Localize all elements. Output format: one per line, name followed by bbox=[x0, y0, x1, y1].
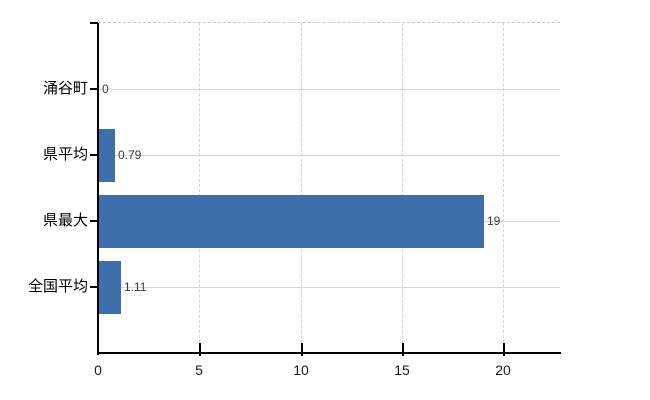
x-axis-line bbox=[97, 352, 561, 354]
category-label-涌谷町: 涌谷町 bbox=[42, 80, 88, 97]
x-tick-label: 20 bbox=[495, 362, 511, 378]
category-label-県最大: 県最大 bbox=[42, 212, 88, 229]
value-label: 0.79 bbox=[118, 148, 142, 162]
y-tick-mark bbox=[90, 22, 98, 24]
x-tick-mark bbox=[301, 343, 303, 356]
x-tick-label: 5 bbox=[195, 362, 203, 378]
value-label: 0 bbox=[102, 82, 109, 96]
v-gridline bbox=[402, 23, 403, 353]
x-tick-label: 0 bbox=[94, 362, 102, 378]
plot-top-border bbox=[98, 22, 560, 23]
y-axis-line bbox=[97, 23, 99, 355]
x-tick-mark bbox=[199, 343, 201, 356]
h-gridline bbox=[98, 287, 560, 288]
v-gridline bbox=[301, 23, 302, 353]
v-gridline bbox=[503, 23, 504, 353]
bar-県最大 bbox=[99, 195, 484, 248]
y-tick-mark bbox=[90, 286, 98, 288]
x-tick-label: 10 bbox=[293, 362, 309, 378]
y-tick-mark bbox=[90, 88, 98, 90]
category-label-全国平均: 全国平均 bbox=[27, 278, 88, 295]
bar-県平均 bbox=[99, 129, 115, 182]
bar-全国平均 bbox=[99, 261, 121, 314]
v-gridline bbox=[199, 23, 200, 353]
value-label: 1.11 bbox=[124, 280, 147, 294]
x-tick-mark bbox=[402, 343, 404, 356]
y-tick-mark bbox=[90, 220, 98, 222]
y-tick-mark bbox=[90, 154, 98, 156]
h-gridline bbox=[98, 89, 560, 90]
category-label-県平均: 県平均 bbox=[42, 146, 88, 163]
x-tick-label: 15 bbox=[394, 362, 410, 378]
h-gridline bbox=[98, 155, 560, 156]
x-tick-mark bbox=[503, 343, 505, 356]
value-label: 19 bbox=[487, 214, 501, 228]
